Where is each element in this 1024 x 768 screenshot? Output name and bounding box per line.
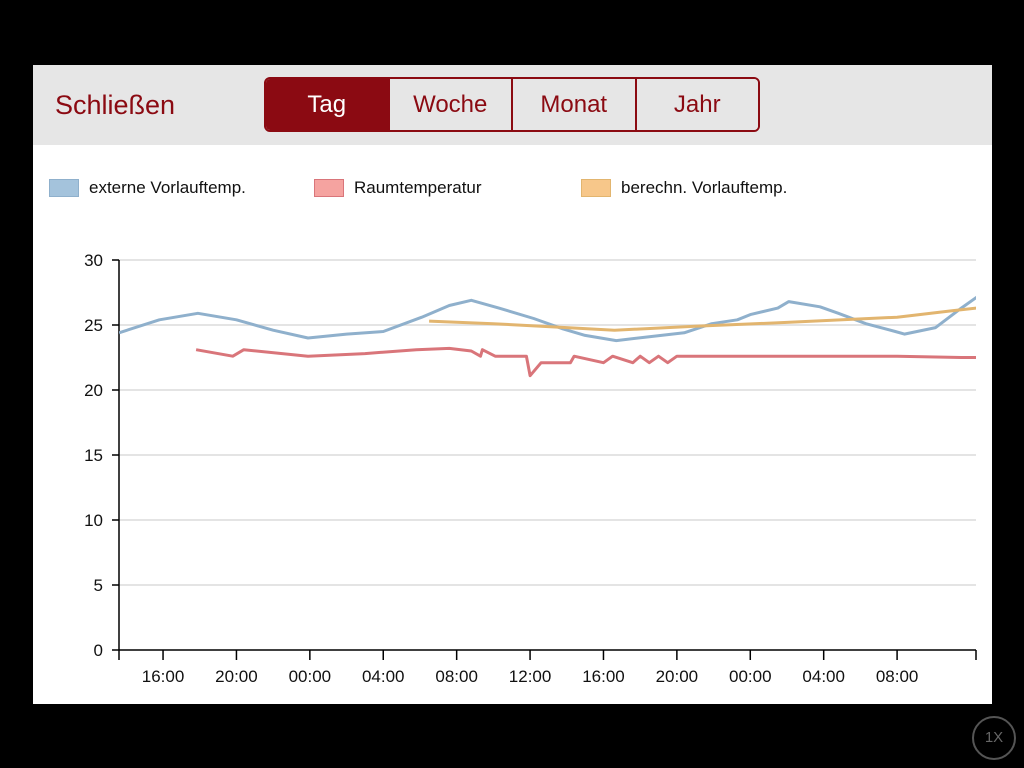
- legend-item-room-temp: Raumtemperatur: [314, 178, 482, 198]
- x-tick-label: 04:00: [802, 667, 845, 686]
- x-tick-label: 08:00: [876, 667, 919, 686]
- x-tick-label: 08:00: [435, 667, 478, 686]
- tab-jahr[interactable]: Jahr: [634, 79, 758, 130]
- tab-monat[interactable]: Monat: [511, 79, 635, 130]
- x-tick-label: 16:00: [142, 667, 185, 686]
- y-tick-label: 0: [94, 641, 103, 660]
- x-tick-label: 20:00: [215, 667, 258, 686]
- x-tick-label: 00:00: [289, 667, 332, 686]
- legend-item-calculated-flow-temp: berechn. Vorlauftemp.: [581, 178, 787, 198]
- x-tick-label: 12:00: [509, 667, 552, 686]
- playback-speed-button[interactable]: 1X: [972, 716, 1016, 760]
- series-line-external-flow-temp: [119, 295, 976, 343]
- period-segmented-control: Tag Woche Monat Jahr: [264, 77, 760, 132]
- y-tick-label: 20: [84, 381, 103, 400]
- series-line-calculated-flow-temp: [429, 306, 976, 332]
- chart-panel: Schließen Tag Woche Monat Jahr externe V…: [33, 65, 992, 704]
- y-tick-label: 25: [84, 316, 103, 335]
- legend-item-external-flow-temp: externe Vorlauftemp.: [49, 178, 246, 198]
- y-tick-label: 10: [84, 511, 103, 530]
- legend-label: Raumtemperatur: [354, 178, 482, 197]
- tab-tag[interactable]: Tag: [266, 79, 388, 130]
- legend-swatch: [314, 179, 344, 197]
- legend-label: berechn. Vorlauftemp.: [621, 178, 788, 197]
- y-tick-label: 5: [94, 576, 103, 595]
- legend-swatch: [581, 179, 611, 197]
- x-tick-label: 16:00: [582, 667, 625, 686]
- x-tick-label: 00:00: [729, 667, 772, 686]
- tab-woche[interactable]: Woche: [387, 79, 511, 130]
- legend-swatch: [49, 179, 79, 197]
- header-bar: Schließen Tag Woche Monat Jahr: [33, 65, 992, 145]
- temperature-line-chart: 0 5 10 15 20 25 30 16:00 20:00 00:00 04:00 08:00 12:…: [84, 251, 977, 686]
- series-line-room-temp: [195, 346, 976, 378]
- y-tick-label: 30: [84, 251, 103, 270]
- x-tick-label: 04:00: [362, 667, 405, 686]
- x-tick-label: 20:00: [656, 667, 699, 686]
- legend-label: externe Vorlauftemp.: [89, 178, 246, 197]
- y-tick-label: 15: [84, 446, 103, 465]
- close-button[interactable]: Schließen: [55, 90, 176, 120]
